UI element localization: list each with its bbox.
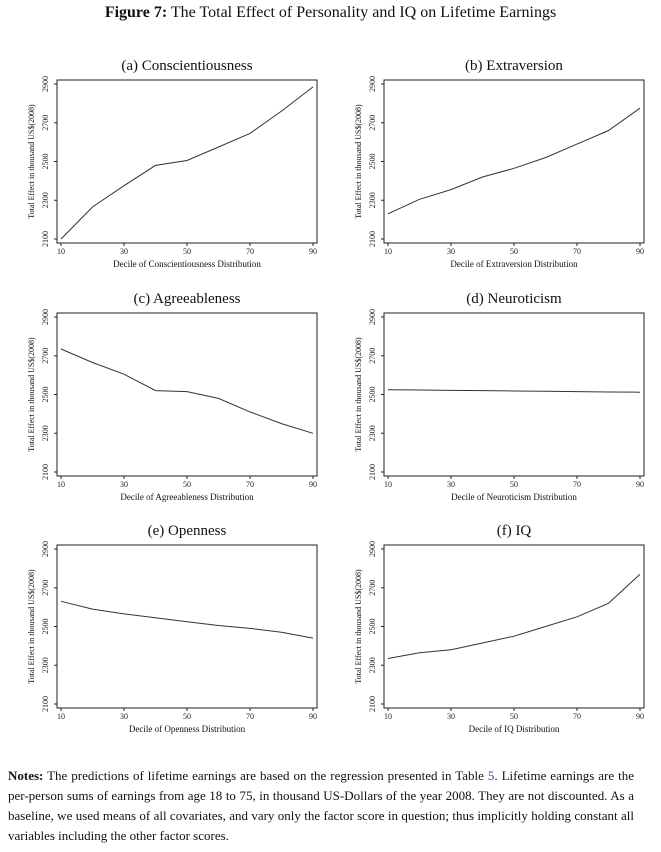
panel-a-frame: [56, 79, 318, 244]
panel-e-xtick-label-90: 90: [309, 712, 317, 721]
panel-f-xtick-label-90: 90: [636, 712, 644, 721]
panel-f-frame: [383, 544, 645, 709]
figure-notes: Notes: The predictions of lifetime earni…: [8, 766, 634, 846]
panel-c-ytick-label-2500: 2500: [41, 387, 50, 403]
panel-d-ytick-label-2500: 2500: [368, 387, 377, 403]
panel-e-ylabel: Total Effect in thousand US$(2008): [27, 569, 36, 684]
panel-d-xtick-label-50: 50: [510, 480, 518, 489]
panel-d-ytick-label-2700: 2700: [368, 348, 377, 364]
panel-b-ytick-label-2700: 2700: [368, 115, 377, 131]
panel-f-ylabel: Total Effect in thousand US$(2008): [354, 569, 363, 684]
panel-c-ytick-label-2900: 2900: [41, 309, 50, 325]
panel-d-series-line: [387, 389, 641, 393]
panel-c-ytick-label-2300: 2300: [41, 425, 50, 441]
panel-d-ytick-label-2900: 2900: [368, 309, 377, 325]
panel-e-frame: [56, 544, 318, 709]
panel-b-xlabel: Decile of Extraversion Distribution: [450, 259, 578, 269]
panel-e-xtick-label-30: 30: [120, 712, 128, 721]
panel-b-ytick-label-2900: 2900: [368, 76, 377, 92]
panel-f-xtick-label-10: 10: [384, 712, 392, 721]
panel-b-title: (b) Extraversion: [465, 58, 563, 74]
panel-d-title: (d) Neuroticism: [466, 291, 562, 307]
figure-title-text: The Total Effect of Personality and IQ o…: [170, 4, 557, 21]
panel-d-xtick-label-90: 90: [636, 480, 644, 489]
panel-b-frame: [383, 79, 645, 244]
panel-e-ytick-label-2700: 2700: [41, 580, 50, 596]
panel-a-ylabel: Total Effect in thousand US$(2008): [27, 104, 36, 219]
panel-a-xtick-label-10: 10: [57, 247, 65, 256]
panel-a-xtick-label-50: 50: [183, 247, 191, 256]
panel-e-xtick-label-50: 50: [183, 712, 191, 721]
panel-c-xtick-label-30: 30: [120, 480, 128, 489]
panel-c-ytick-label-2700: 2700: [41, 348, 50, 364]
figure-label: Figure 7:: [104, 4, 168, 21]
panel-e-series-line: [60, 600, 314, 639]
notes-label: Notes:: [8, 768, 44, 783]
panel-c-xtick-label-50: 50: [183, 480, 191, 489]
panel-d-frame: [383, 312, 645, 477]
panel-e-ytick-label-2100: 2100: [41, 696, 50, 712]
panel-d-xtick-label-70: 70: [573, 480, 581, 489]
panel-d-xtick-label-30: 30: [447, 480, 455, 489]
panel-f-xtick-label-70: 70: [573, 712, 581, 721]
panel-b-ytick-label-2100: 2100: [368, 231, 377, 247]
panel-b-ylabel: Total Effect in thousand US$(2008): [354, 104, 363, 219]
panel-b-series-line: [387, 107, 641, 215]
panel-a-ytick-label-2100: 2100: [41, 231, 50, 247]
panel-a-xtick-label-90: 90: [309, 247, 317, 256]
panel-a-series-line: [60, 86, 314, 240]
panel-b-xtick-label-30: 30: [447, 247, 455, 256]
panel-d-ytick-label-2100: 2100: [368, 464, 377, 480]
panel-c-ylabel: Total Effect in thousand US$(2008): [27, 337, 36, 452]
table-reference-link[interactable]: 5: [487, 768, 495, 783]
panel-a-ytick-label-2300: 2300: [41, 192, 50, 208]
panel-f-ytick-label-2500: 2500: [368, 619, 377, 635]
panel-c-series-line: [60, 348, 314, 434]
panel-f-ytick-label-2700: 2700: [368, 580, 377, 596]
panel-f-xlabel: Decile of IQ Distribution: [469, 724, 560, 734]
panel-b-ytick-label-2300: 2300: [368, 192, 377, 208]
panel-a-xtick-label-70: 70: [246, 247, 254, 256]
panel-c-title: (c) Agreeableness: [133, 291, 240, 307]
panel-e-ytick-label-2900: 2900: [41, 541, 50, 557]
panel-b-xtick-label-90: 90: [636, 247, 644, 256]
panel-d-ytick-label-2300: 2300: [368, 425, 377, 441]
panel-c-frame: [56, 312, 318, 477]
panel-a-ytick-label-2500: 2500: [41, 154, 50, 170]
panel-a-xlabel: Decile of Conscientiousness Distribution: [113, 259, 261, 269]
panel-f-ytick-label-2100: 2100: [368, 696, 377, 712]
notes-text-before-link: The predictions of lifetime earnings are…: [47, 768, 484, 783]
panel-a-title: (a) Conscientiousness: [121, 58, 252, 74]
notes-text-after-link: . Lifetime earnings are the per-person s…: [8, 768, 634, 843]
panel-f-title: (f) IQ: [497, 523, 532, 539]
figure-panels: (a) Conscientiousness 10 30 50 70 90 2100 2300 2…: [27, 58, 645, 734]
panel-b-xtick-label-10: 10: [384, 247, 392, 256]
panel-c-xlabel: Decile of Agreeableness Distribution: [120, 492, 254, 502]
panel-b-xtick-label-70: 70: [573, 247, 581, 256]
panel-c-ytick-label-2100: 2100: [41, 464, 50, 480]
panel-d-ylabel: Total Effect in thousand US$(2008): [354, 337, 363, 452]
panel-a-ytick-label-2700: 2700: [41, 115, 50, 131]
panel-e-xtick-label-70: 70: [246, 712, 254, 721]
panel-e-xtick-label-10: 10: [57, 712, 65, 721]
panel-b-xtick-label-50: 50: [510, 247, 518, 256]
panel-c-xtick-label-90: 90: [309, 480, 317, 489]
panel-a-xtick-label-30: 30: [120, 247, 128, 256]
panel-f-series-line: [387, 573, 641, 659]
panel-d-xlabel: Decile of Neuroticism Distribution: [451, 492, 577, 502]
panel-a-ytick-label-2900: 2900: [41, 76, 50, 92]
figure-title: Figure 7: The Total Effect of Personalit…: [0, 4, 661, 22]
panel-e-ytick-label-2300: 2300: [41, 657, 50, 673]
panel-e-xlabel: Decile of Openness Distribution: [129, 724, 246, 734]
panel-c-xtick-label-10: 10: [57, 480, 65, 489]
panel-d-xtick-label-10: 10: [384, 480, 392, 489]
panel-c-xtick-label-70: 70: [246, 480, 254, 489]
panel-f-xtick-label-30: 30: [447, 712, 455, 721]
panel-e-title: (e) Openness: [148, 523, 227, 539]
panel-b-ytick-label-2500: 2500: [368, 154, 377, 170]
panel-f-xtick-label-50: 50: [510, 712, 518, 721]
panel-f-ytick-label-2900: 2900: [368, 541, 377, 557]
panel-e-ytick-label-2500: 2500: [41, 619, 50, 635]
panel-f-ytick-label-2300: 2300: [368, 657, 377, 673]
